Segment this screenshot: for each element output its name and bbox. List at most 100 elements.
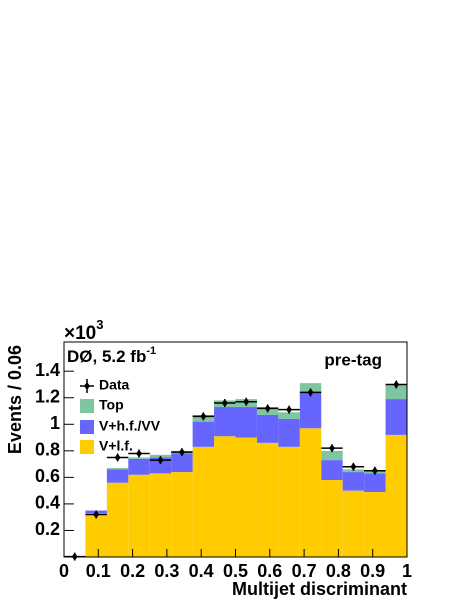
- stack-segment: [149, 473, 172, 557]
- data-point: [192, 412, 215, 421]
- data-marker: [286, 405, 293, 414]
- stack-segment: [299, 392, 322, 429]
- multiplier-base: ×10: [64, 323, 96, 344]
- x-tick-label: 0.1: [86, 561, 111, 581]
- data-point: [321, 444, 343, 453]
- axis-multiplier: ×103: [64, 317, 103, 344]
- data-marker: [264, 404, 271, 413]
- stack-segment: [278, 412, 300, 419]
- stack-segment: [128, 457, 150, 459]
- stack-segment: [385, 399, 407, 435]
- x-tick-label: 0.9: [360, 561, 385, 581]
- stack-segment: [171, 472, 193, 557]
- stack-segment: [192, 446, 215, 557]
- y-tick-label: 1.4: [35, 360, 60, 380]
- stack-segment: [214, 436, 236, 557]
- stack-segment: [385, 434, 407, 557]
- data-marker: [93, 510, 100, 519]
- stack-segment: [385, 384, 407, 400]
- data-marker: [136, 449, 143, 458]
- x-tick-label: 0.8: [326, 561, 351, 581]
- y-tick-label: 1: [50, 413, 60, 433]
- stack-segment: [235, 437, 257, 557]
- data-point: [256, 404, 279, 413]
- data-point: [214, 399, 236, 408]
- y-tick-label: 0.8: [35, 440, 60, 460]
- data-marker: [350, 462, 357, 471]
- x-tick-label: 0.3: [154, 561, 179, 581]
- multiplier-exponent: 3: [96, 317, 103, 332]
- selection-label: pre-tag: [324, 350, 382, 369]
- data-marker: [307, 388, 314, 397]
- data-marker: [221, 399, 228, 408]
- stack-segment: [85, 513, 107, 557]
- data-marker: [178, 448, 185, 457]
- data-point: [85, 510, 107, 519]
- stack-segment: [171, 453, 193, 473]
- stack-segment: [128, 458, 150, 475]
- data-marker: [393, 380, 400, 389]
- experiment-label: DØ, 5.2 fb-1: [67, 345, 156, 367]
- data-marker: [114, 453, 121, 462]
- x-axis-title: Multijet discriminant: [232, 579, 407, 599]
- legend-label: V+h.f./VV: [99, 418, 161, 434]
- data-marker: [371, 466, 378, 475]
- x-tick-label: 0.7: [292, 561, 317, 581]
- data-marker: [328, 444, 335, 453]
- data-point: [278, 405, 300, 414]
- data-point: [149, 456, 172, 465]
- y-tick-label: 1.2: [35, 386, 60, 406]
- legend-data-marker: [84, 382, 90, 390]
- stack-segment: [278, 446, 300, 557]
- stack-segment: [364, 473, 386, 492]
- x-tick-label: 0.5: [223, 561, 248, 581]
- experiment-text: DØ, 5.2 fb: [67, 347, 146, 366]
- y-tick-label: 0.4: [35, 493, 60, 513]
- legend-label: V+l.f.: [99, 438, 133, 454]
- stack-segment: [149, 457, 172, 474]
- data-point: [171, 448, 193, 457]
- stack-segment: [364, 491, 386, 557]
- legend-swatch: [80, 399, 94, 413]
- stack-segment: [214, 407, 236, 437]
- stack-segment: [321, 480, 343, 557]
- data-point: [364, 466, 386, 475]
- x-tick-label: 0.4: [189, 561, 214, 581]
- y-tick-label: 0.6: [35, 466, 60, 486]
- legend-swatch: [80, 420, 94, 434]
- stack-segment: [192, 421, 215, 447]
- y-axis-title: Events / 0.06: [5, 345, 25, 454]
- legend-label: Top: [99, 397, 124, 413]
- x-tick-label: 0.6: [257, 561, 282, 581]
- y-tick-label: 0.2: [35, 519, 60, 539]
- x-tick-label: 0: [59, 561, 69, 581]
- data-point: [106, 453, 129, 462]
- stack-segment: [278, 418, 300, 447]
- experiment-exponent: -1: [146, 345, 156, 357]
- stack-segment: [321, 460, 343, 481]
- stack-segment: [106, 469, 129, 483]
- stack-segment: [128, 474, 150, 557]
- stack-segment: [299, 383, 322, 393]
- x-tick-label: 1: [402, 561, 412, 581]
- data-point: [385, 380, 407, 389]
- stack-segment: [299, 428, 322, 557]
- stack-segment: [256, 442, 279, 557]
- data-point: [342, 462, 365, 471]
- legend-label: Data: [99, 377, 130, 393]
- data-marker: [200, 412, 207, 421]
- stack-segment: [106, 482, 129, 557]
- data-marker: [157, 456, 164, 465]
- data-point: [128, 449, 150, 458]
- stack-segment: [235, 407, 257, 438]
- stack-segment: [106, 468, 129, 470]
- data-marker: [243, 397, 250, 406]
- data-point: [235, 397, 257, 406]
- stack-segment: [321, 450, 343, 461]
- x-tick-label: 0.2: [120, 561, 145, 581]
- stack-segment: [256, 414, 279, 443]
- stack-segment: [342, 490, 365, 557]
- stack-segment: [342, 472, 365, 491]
